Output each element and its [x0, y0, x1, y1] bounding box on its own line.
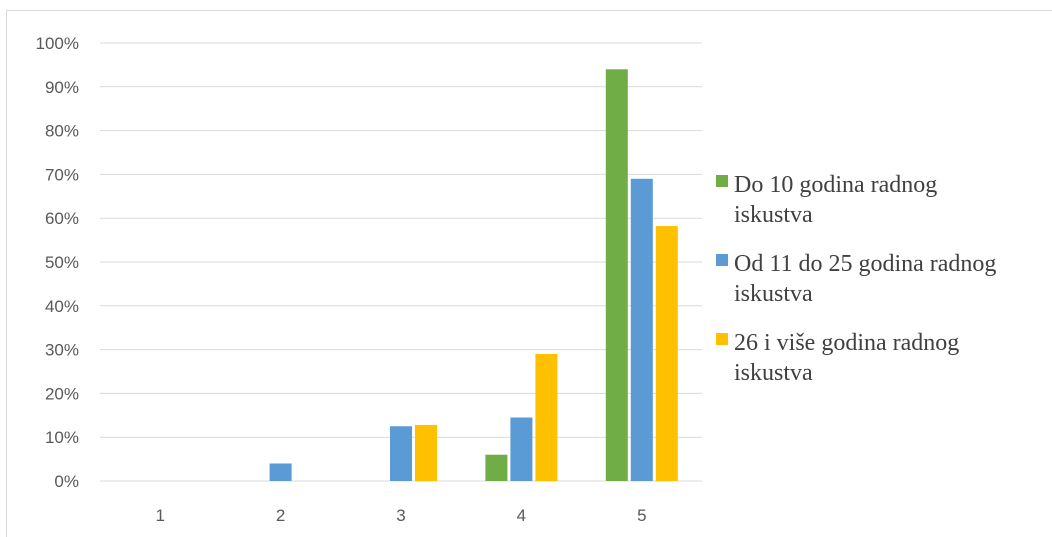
x-tick-label: 5 [637, 506, 646, 525]
y-tick-label: 50% [45, 253, 79, 272]
bar [485, 454, 508, 481]
y-axis-ticks: 0% 10% 20% 30% 40% 50% 60% 70% 80% 90% 100% [36, 34, 79, 491]
y-tick-label: 100% [36, 34, 79, 53]
bar [415, 424, 437, 481]
x-tick-label: 1 [155, 506, 164, 525]
bar [605, 69, 628, 481]
legend-label: Od 11 do 25 godina radnog iskustva [734, 251, 996, 307]
x-tick-label: 3 [396, 506, 405, 525]
bars [269, 69, 678, 481]
legend-swatch [716, 175, 728, 187]
y-tick-label: 60% [45, 209, 79, 228]
bar [390, 426, 412, 481]
y-tick-label: 30% [45, 341, 79, 360]
bar [510, 417, 533, 481]
x-axis-ticks: 1 2 3 4 5 [155, 506, 646, 525]
y-tick-label: 10% [45, 428, 79, 447]
bar [535, 353, 558, 481]
y-tick-label: 20% [45, 384, 79, 403]
legend-swatch [716, 254, 728, 266]
y-tick-label: 40% [45, 297, 79, 316]
x-tick-label: 2 [276, 506, 285, 525]
legend-label: 26 i više godina radnog iskustva [734, 330, 959, 386]
y-tick-label: 80% [45, 122, 79, 141]
y-tick-label: 0% [54, 472, 79, 491]
y-tick-label: 90% [45, 78, 79, 97]
legend: Do 10 godina radnog iskustva Od 11 do 25 g… [716, 172, 996, 386]
bar [655, 226, 678, 481]
y-tick-label: 70% [45, 165, 79, 184]
legend-swatch [716, 333, 728, 345]
legend-label: Do 10 godina radnog iskustva [734, 172, 937, 228]
bar [630, 178, 653, 481]
x-tick-label: 4 [517, 506, 526, 525]
bar [269, 463, 292, 481]
